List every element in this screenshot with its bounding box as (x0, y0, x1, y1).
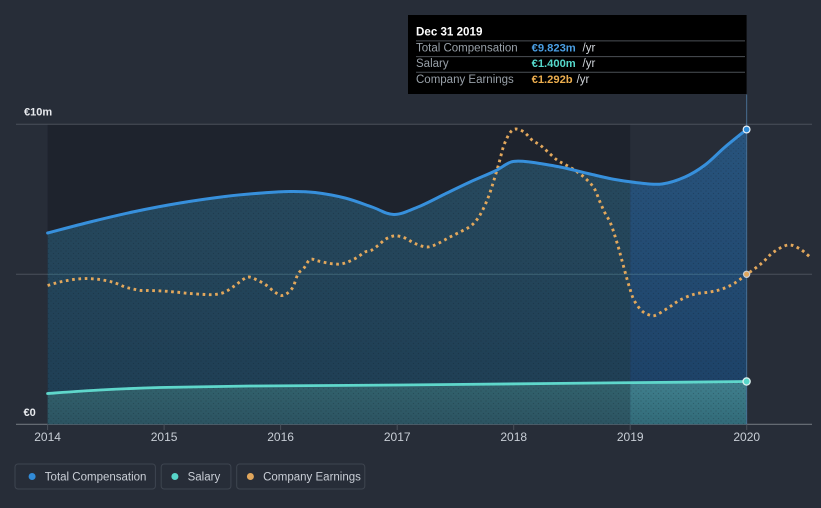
svg-text:€10m: €10m (24, 107, 52, 119)
svg-text:Total Compensation: Total Compensation (45, 472, 147, 484)
svg-text:Company Earnings: Company Earnings (416, 74, 514, 86)
svg-text:2017: 2017 (384, 430, 411, 444)
svg-text:Company Earnings: Company Earnings (263, 472, 361, 484)
svg-text:€0: €0 (24, 407, 36, 419)
svg-text:€9.823m: €9.823m (532, 43, 576, 55)
svg-text:/yr: /yr (583, 58, 596, 70)
svg-text:/yr: /yr (577, 74, 590, 86)
svg-text:2020: 2020 (733, 430, 760, 444)
svg-text:Total Compensation: Total Compensation (416, 43, 518, 55)
svg-text:/yr: /yr (583, 43, 596, 55)
svg-text:€1.292b: €1.292b (532, 74, 573, 86)
svg-text:Salary: Salary (416, 58, 449, 70)
svg-text:2016: 2016 (267, 430, 294, 444)
svg-text:Salary: Salary (188, 472, 221, 484)
svg-text:€1.400m: €1.400m (532, 58, 576, 70)
svg-text:2019: 2019 (617, 430, 644, 444)
svg-text:2018: 2018 (500, 430, 527, 444)
svg-text:2014: 2014 (34, 430, 61, 444)
svg-text:Dec 31 2019: Dec 31 2019 (416, 26, 483, 39)
svg-text:2015: 2015 (151, 430, 178, 444)
